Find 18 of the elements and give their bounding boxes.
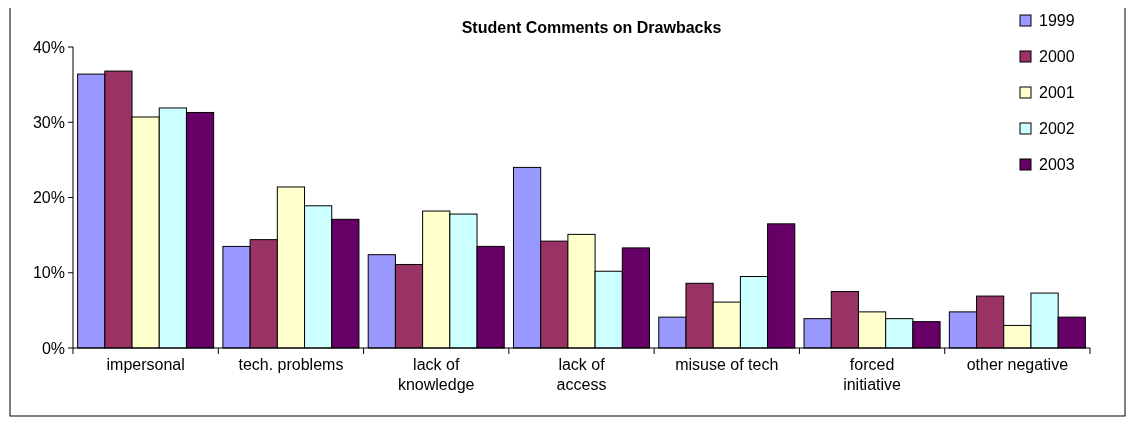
x-tick-label: misuse of tech [675,356,779,373]
x-tick-label: forced initiative [843,356,902,393]
legend-label: 2001 [1039,84,1075,101]
legend-label: 1999 [1039,12,1075,29]
legend-label: 2003 [1039,156,1075,173]
y-tick-label: 30% [32,113,65,131]
x-tick-label: other negative [966,356,1069,373]
x-tick-label: lack of access [556,356,607,393]
y-tick-label: 0% [41,339,65,357]
x-tick-label: tech. problems [238,356,344,373]
y-tick-label: 20% [32,189,65,207]
legend-label: 2002 [1039,120,1075,137]
y-tick-label: 40% [32,38,65,56]
legend-label: 2000 [1039,48,1075,65]
x-tick-label: lack of knowledge [397,356,475,393]
y-tick-label: 10% [32,264,65,282]
x-tick-label: impersonal [106,356,185,373]
chart-title: Student Comments on Drawbacks [461,19,722,36]
